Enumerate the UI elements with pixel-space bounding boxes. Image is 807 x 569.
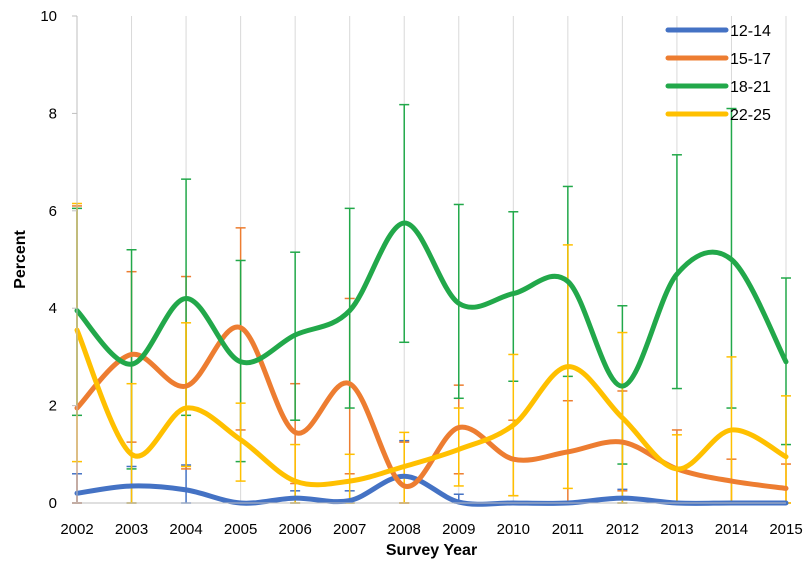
error-bar xyxy=(181,322,192,468)
legend: 12-14 15-17 18-21 22-25 xyxy=(665,23,771,124)
series-line-22-25 xyxy=(74,327,789,488)
y-tick-label: 2 xyxy=(49,398,57,415)
x-tick-label: 2012 xyxy=(606,521,639,538)
y-tick-label: 10 xyxy=(40,8,57,25)
x-tick-label: 2014 xyxy=(715,521,748,538)
legend-item: 18-21 xyxy=(665,79,771,96)
x-tick-label: 2005 xyxy=(224,521,257,538)
x-tick-label: 2008 xyxy=(388,521,421,538)
x-tick-label: 2002 xyxy=(60,521,93,538)
legend-label: 15-17 xyxy=(730,51,771,68)
x-tick-label: 2009 xyxy=(442,521,475,538)
legend-item: 22-25 xyxy=(665,107,771,124)
series-line-12-14 xyxy=(74,473,789,507)
error-bar xyxy=(290,443,301,504)
legend-item: 12-14 xyxy=(665,23,771,40)
x-tick-label: 2004 xyxy=(169,521,202,538)
legend-item: 15-17 xyxy=(665,51,771,68)
series-line-15-17 xyxy=(74,324,789,491)
x-tick-label: 2003 xyxy=(115,521,148,538)
x-tick-label: 2006 xyxy=(278,521,311,538)
x-tick-label: 2015 xyxy=(769,521,802,538)
y-axis-title: Percent xyxy=(12,229,29,288)
legend-label: 18-21 xyxy=(730,79,771,96)
legend-label: 12-14 xyxy=(730,23,771,40)
y-tick-label: 0 xyxy=(49,495,57,512)
x-tick-label: 2007 xyxy=(333,521,366,538)
legend-label: 22-25 xyxy=(730,107,771,124)
y-tick-label: 4 xyxy=(49,300,57,317)
y-tick-label: 8 xyxy=(49,105,57,122)
series-line-18-21 xyxy=(74,220,789,389)
series-lines xyxy=(74,220,789,507)
error-bar xyxy=(181,464,192,504)
x-tick-label: 2010 xyxy=(497,521,530,538)
axes: 0 2 4 6 8 10 2002 2003 2004 2005 2006 2007 2008 2009 2… xyxy=(40,8,802,538)
x-tick-label: 2011 xyxy=(552,521,584,538)
x-axis-title: Survey Year xyxy=(386,542,477,559)
y-tick-label: 6 xyxy=(49,203,57,220)
x-tick-label: 2013 xyxy=(660,521,693,538)
